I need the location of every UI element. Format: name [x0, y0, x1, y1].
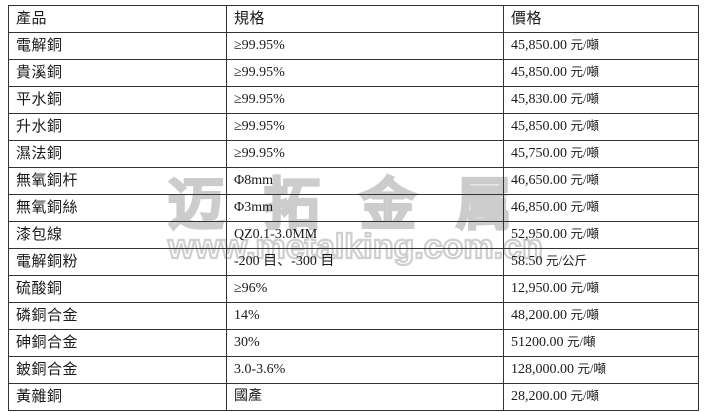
price-unit: 元/噸: [570, 119, 599, 133]
price-amount: 128,000.00: [511, 362, 574, 377]
table-header: 產品 規格 價格: [8, 5, 699, 33]
price-amount: 12,950.00: [511, 281, 567, 296]
table-row: 砷銅合金 30% 51200.00 元/噸: [8, 329, 699, 357]
table-row: 鈹銅合金 3.0-3.6% 128,000.00 元/噸: [8, 356, 699, 384]
price-amount: 45,850.00: [511, 119, 567, 134]
table-row: 電解銅粉 -200 目、-300 目 58.50 元/公斤: [8, 248, 699, 276]
price-unit: 元/噸: [570, 65, 599, 79]
cell-price: 45,850.00 元/噸: [503, 32, 699, 60]
price-unit: 元/噸: [570, 92, 599, 106]
cell-spec: 30%: [226, 329, 504, 357]
table-row: 貴溪銅 ≥99.95% 45,850.00 元/噸: [8, 59, 699, 87]
table-row: 電解銅 ≥99.95% 45,850.00 元/噸: [8, 32, 699, 60]
price-unit: 元/噸: [570, 308, 599, 322]
price-unit: 元/噸: [570, 389, 599, 403]
cell-product: 電解銅: [8, 32, 227, 60]
cell-product: 升水銅: [8, 113, 227, 141]
cell-price: 51200.00 元/噸: [503, 329, 699, 357]
price-amount: 45,750.00: [511, 146, 567, 161]
cell-product: 砷銅合金: [8, 329, 227, 357]
table-row: 升水銅 ≥99.95% 45,850.00 元/噸: [8, 113, 699, 141]
column-header-spec: 規格: [226, 5, 504, 33]
cell-product: 電解銅粉: [8, 248, 227, 276]
price-amount: 48,200.00: [511, 308, 567, 323]
cell-price: 48,200.00 元/噸: [503, 302, 699, 330]
table-container: 產品 規格 價格 電解銅 ≥99.95% 45,850.00 元/噸 貴溪銅 ≥99.9…: [8, 5, 699, 411]
table-row: 黃雜銅 國產 28,200.00 元/噸: [8, 383, 699, 411]
cell-product: 鈹銅合金: [8, 356, 227, 384]
table-row: 平水銅 ≥99.95% 45,830.00 元/噸: [8, 86, 699, 114]
cell-spec: ≥99.95%: [226, 113, 504, 141]
cell-spec: 14%: [226, 302, 504, 330]
cell-spec: ≥96%: [226, 275, 504, 303]
cell-price: 28,200.00 元/噸: [503, 383, 699, 411]
price-unit: 元/噸: [570, 146, 599, 160]
price-unit: 元/噸: [570, 173, 599, 187]
price-unit: 元/噸: [570, 227, 599, 241]
cell-price: 45,750.00 元/噸: [503, 140, 699, 168]
copper-price-table: 產品 規格 價格 電解銅 ≥99.95% 45,850.00 元/噸 貴溪銅 ≥99.9…: [8, 5, 699, 411]
cell-product: 無氧銅杆: [8, 167, 227, 195]
table-row: 無氧銅杆 Φ8mm 46,650.00 元/噸: [8, 167, 699, 195]
table-row: 濕法銅 ≥99.95% 45,750.00 元/噸: [8, 140, 699, 168]
price-unit: 元/公斤: [546, 254, 587, 268]
cell-product: 平水銅: [8, 86, 227, 114]
cell-price: 58.50 元/公斤: [503, 248, 699, 276]
price-amount: 46,650.00: [511, 173, 567, 188]
cell-spec: QZ0.1-3.0MM: [226, 221, 504, 249]
price-amount: 28,200.00: [511, 389, 567, 404]
cell-price: 45,850.00 元/噸: [503, 113, 699, 141]
cell-price: 45,830.00 元/噸: [503, 86, 699, 114]
column-header-product: 產品: [8, 5, 227, 33]
cell-spec: 國產: [226, 383, 504, 411]
cell-product: 漆包線: [8, 221, 227, 249]
table-row: 硫酸銅 ≥96% 12,950.00 元/噸: [8, 275, 699, 303]
price-unit: 元/噸: [570, 281, 599, 295]
cell-spec: Φ3mm: [226, 194, 504, 222]
header-row: 產品 規格 價格: [8, 5, 699, 33]
cell-product: 硫酸銅: [8, 275, 227, 303]
cell-spec: -200 目、-300 目: [226, 248, 504, 276]
cell-spec: ≥99.95%: [226, 140, 504, 168]
table-row: 磷銅合金 14% 48,200.00 元/噸: [8, 302, 699, 330]
cell-price: 46,850.00 元/噸: [503, 194, 699, 222]
price-amount: 45,830.00: [511, 92, 567, 107]
table-body: 電解銅 ≥99.95% 45,850.00 元/噸 貴溪銅 ≥99.95% 45,850.…: [8, 32, 699, 411]
column-header-price: 價格: [503, 5, 699, 33]
cell-spec: ≥99.95%: [226, 32, 504, 60]
cell-spec: 3.0-3.6%: [226, 356, 504, 384]
cell-product: 無氧銅絲: [8, 194, 227, 222]
price-amount: 45,850.00: [511, 38, 567, 53]
cell-product: 貴溪銅: [8, 59, 227, 87]
price-amount: 58.50: [511, 254, 543, 269]
cell-price: 128,000.00 元/噸: [503, 356, 699, 384]
price-unit: 元/噸: [570, 38, 599, 52]
price-unit: 元/噸: [570, 200, 599, 214]
cell-spec: ≥99.95%: [226, 86, 504, 114]
table-row: 漆包線 QZ0.1-3.0MM 52,950.00 元/噸: [8, 221, 699, 249]
cell-price: 45,850.00 元/噸: [503, 59, 699, 87]
price-unit: 元/噸: [577, 362, 606, 376]
table-row: 無氧銅絲 Φ3mm 46,850.00 元/噸: [8, 194, 699, 222]
price-amount: 51200.00: [511, 335, 564, 350]
cell-product: 濕法銅: [8, 140, 227, 168]
price-unit: 元/噸: [567, 335, 596, 349]
price-amount: 46,850.00: [511, 200, 567, 215]
cell-spec: Φ8mm: [226, 167, 504, 195]
cell-price: 46,650.00 元/噸: [503, 167, 699, 195]
price-amount: 45,850.00: [511, 65, 567, 80]
cell-spec: ≥99.95%: [226, 59, 504, 87]
cell-product: 黃雜銅: [8, 383, 227, 411]
cell-price: 12,950.00 元/噸: [503, 275, 699, 303]
price-amount: 52,950.00: [511, 227, 567, 242]
cell-price: 52,950.00 元/噸: [503, 221, 699, 249]
cell-product: 磷銅合金: [8, 302, 227, 330]
